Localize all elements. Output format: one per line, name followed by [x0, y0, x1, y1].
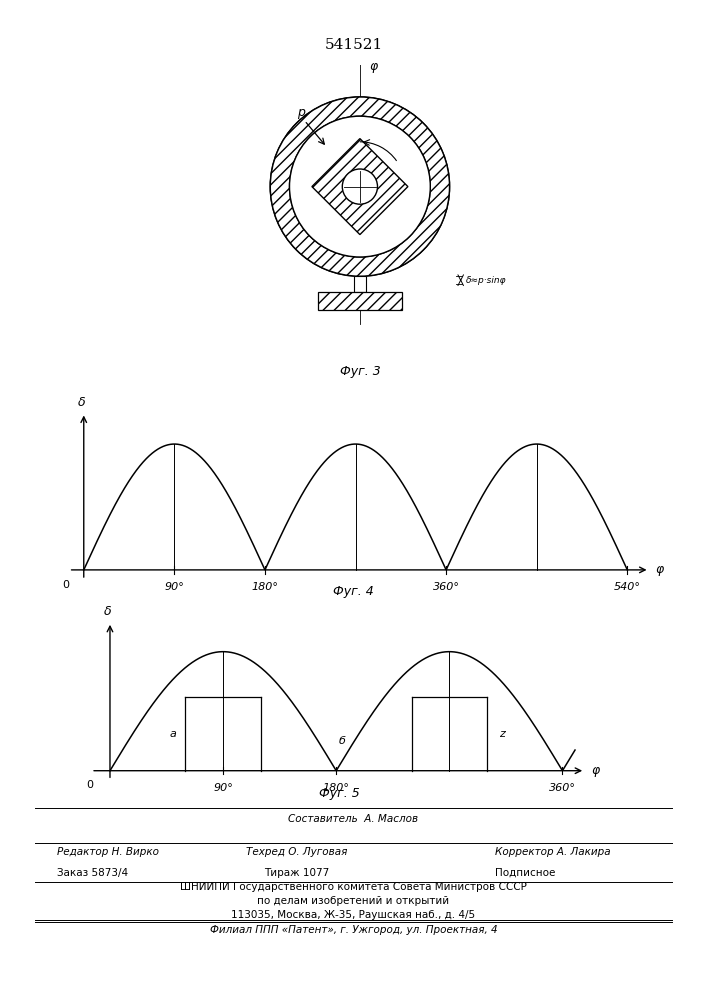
Text: Фуг. 4: Фуг. 4 — [333, 585, 374, 598]
Text: φ: φ — [591, 764, 600, 777]
Text: 113035, Москва, Ж-35, Раушская наб., д. 4/5: 113035, Москва, Ж-35, Раушская наб., д. … — [231, 910, 476, 920]
Text: по делам изобретений и открытий: по делам изобретений и открытий — [257, 896, 450, 906]
Text: 540°: 540° — [614, 582, 641, 592]
Text: δ≈p·sinφ: δ≈p·sinφ — [465, 276, 506, 285]
Text: Фуг. 5: Фуг. 5 — [319, 787, 360, 800]
Text: 360°: 360° — [549, 783, 576, 793]
Text: φ: φ — [370, 60, 378, 73]
Text: 90°: 90° — [165, 582, 185, 592]
Bar — [318, 292, 402, 310]
Text: а: а — [170, 729, 176, 739]
Wedge shape — [270, 97, 450, 276]
Text: ШНИИПИ Государственного комитета Совета Министров СССР: ШНИИПИ Государственного комитета Совета … — [180, 882, 527, 892]
Text: 0: 0 — [86, 780, 93, 790]
Text: 0: 0 — [62, 580, 69, 590]
Text: Филиал ППП «Патент», г. Ужгород, ул. Проектная, 4: Филиал ППП «Патент», г. Ужгород, ул. Про… — [210, 925, 497, 935]
Bar — [354, 276, 366, 292]
Text: 180°: 180° — [252, 582, 279, 592]
Text: Корректор А. Лакира: Корректор А. Лакира — [495, 847, 611, 857]
Text: Редактор Н. Вирко: Редактор Н. Вирко — [57, 847, 158, 857]
Text: Тираж 1077: Тираж 1077 — [264, 868, 329, 878]
Text: Фуг. 3: Фуг. 3 — [339, 365, 380, 378]
Text: Заказ 5873/4: Заказ 5873/4 — [57, 868, 128, 878]
Text: z: z — [499, 729, 505, 739]
Text: Техред О. Луговая: Техред О. Луговая — [246, 847, 348, 857]
Text: φ: φ — [655, 563, 664, 576]
Circle shape — [342, 169, 378, 204]
Text: δ: δ — [104, 605, 111, 618]
Text: Подписное: Подписное — [495, 868, 555, 878]
Text: 360°: 360° — [433, 582, 460, 592]
Text: 180°: 180° — [322, 783, 350, 793]
Polygon shape — [312, 139, 408, 235]
Circle shape — [289, 116, 431, 257]
Text: 90°: 90° — [213, 783, 233, 793]
Circle shape — [270, 97, 450, 276]
Text: 541521: 541521 — [325, 38, 382, 52]
Text: p: p — [297, 106, 305, 119]
Text: Составитель  А. Маслов: Составитель А. Маслов — [288, 814, 419, 824]
Text: б: б — [339, 736, 346, 746]
Text: δ: δ — [78, 396, 86, 409]
